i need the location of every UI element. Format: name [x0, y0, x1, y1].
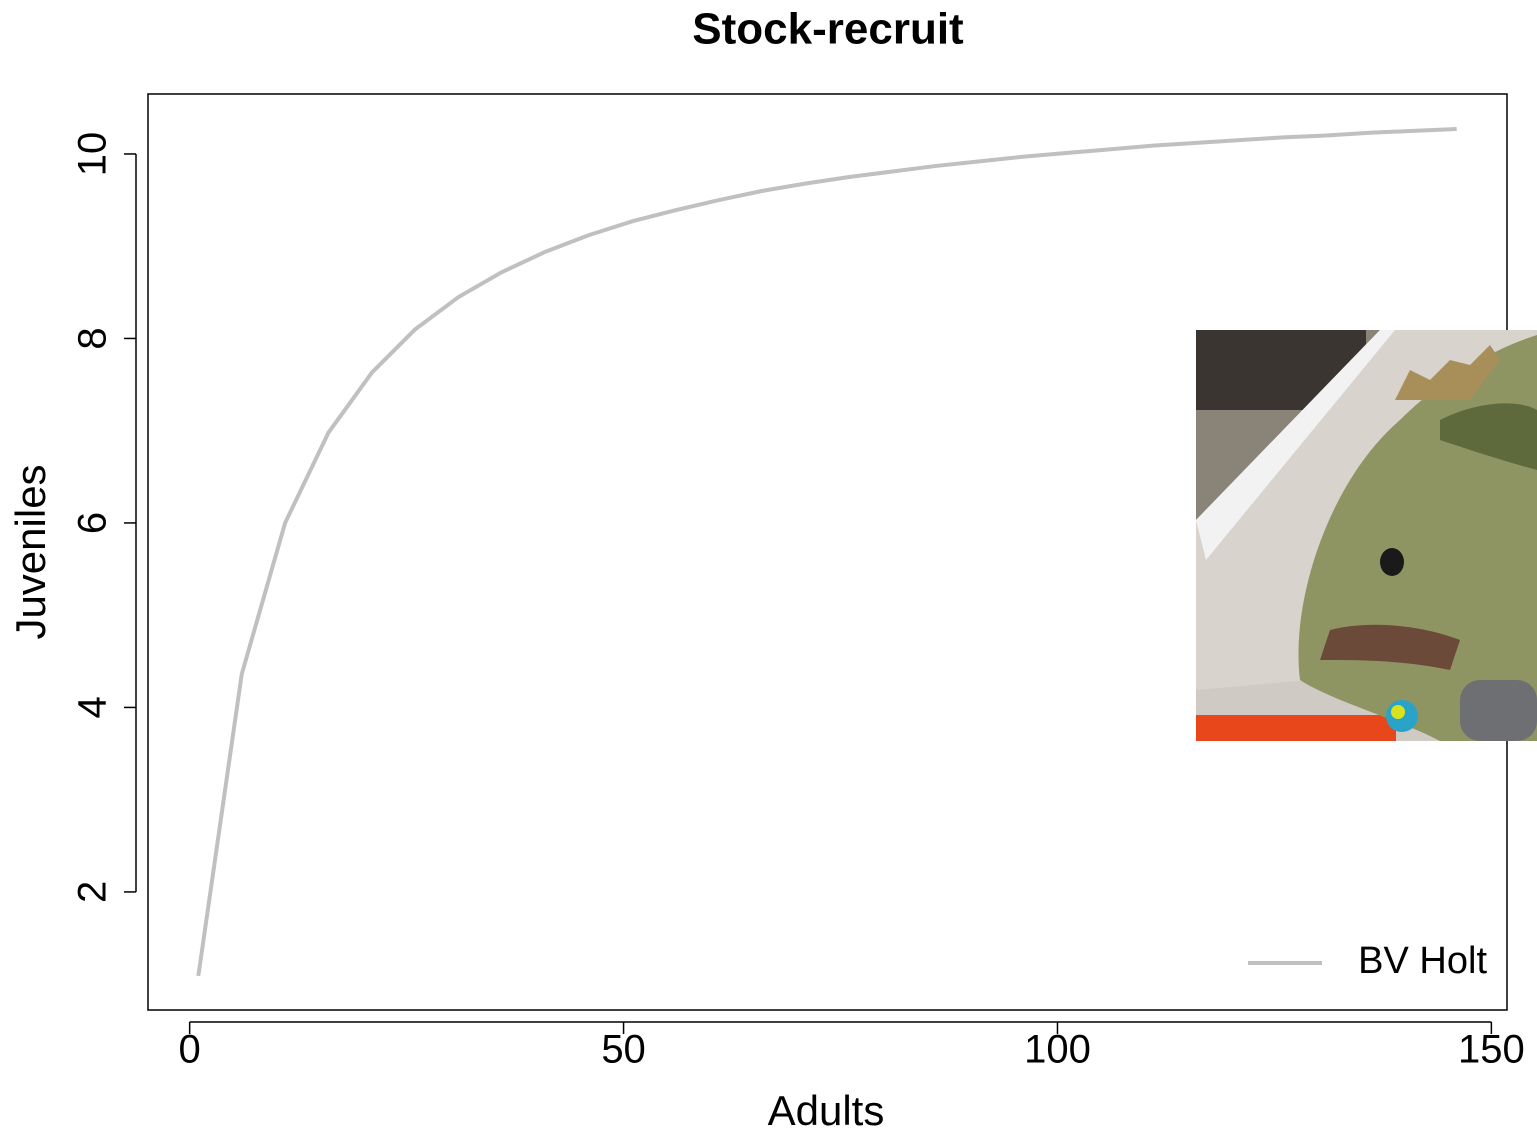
x-tick-label: 50: [601, 1028, 646, 1072]
y-axis-title: Juveniles: [7, 464, 54, 639]
x-axis-title: Adults: [768, 1087, 885, 1134]
x-tick-label: 0: [179, 1028, 201, 1072]
y-tick-label: 8: [71, 327, 115, 349]
y-tick-label: 6: [71, 512, 115, 534]
photo-inset: [1196, 330, 1537, 741]
data-line: [196, 127, 1457, 977]
y-tick-label: 10: [71, 132, 115, 177]
y-tick-label: 2: [71, 881, 115, 903]
x-tick-label: 100: [1024, 1028, 1091, 1072]
x-tick-label: 150: [1458, 1028, 1525, 1072]
chart-title: Stock-recruit: [692, 5, 964, 54]
legend-label: BV Holt: [1358, 940, 1487, 982]
y-tick-label: 4: [71, 696, 115, 718]
